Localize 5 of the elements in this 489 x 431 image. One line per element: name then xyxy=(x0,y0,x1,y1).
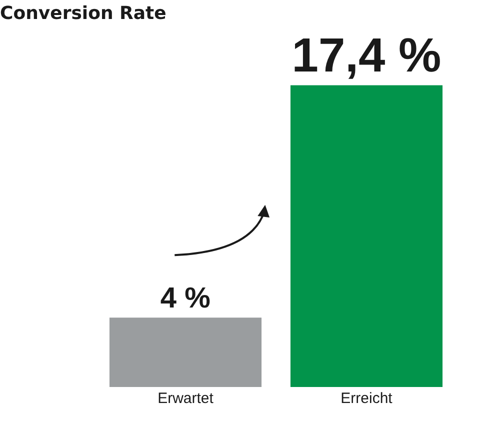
x-tick-label: Erreicht xyxy=(340,390,394,407)
data-label: 17,4 % xyxy=(292,29,442,82)
data-label: 4 % xyxy=(160,282,211,315)
x-tick-label: Erwartet xyxy=(158,390,214,407)
chart-title: Conversion Rate xyxy=(0,3,166,24)
